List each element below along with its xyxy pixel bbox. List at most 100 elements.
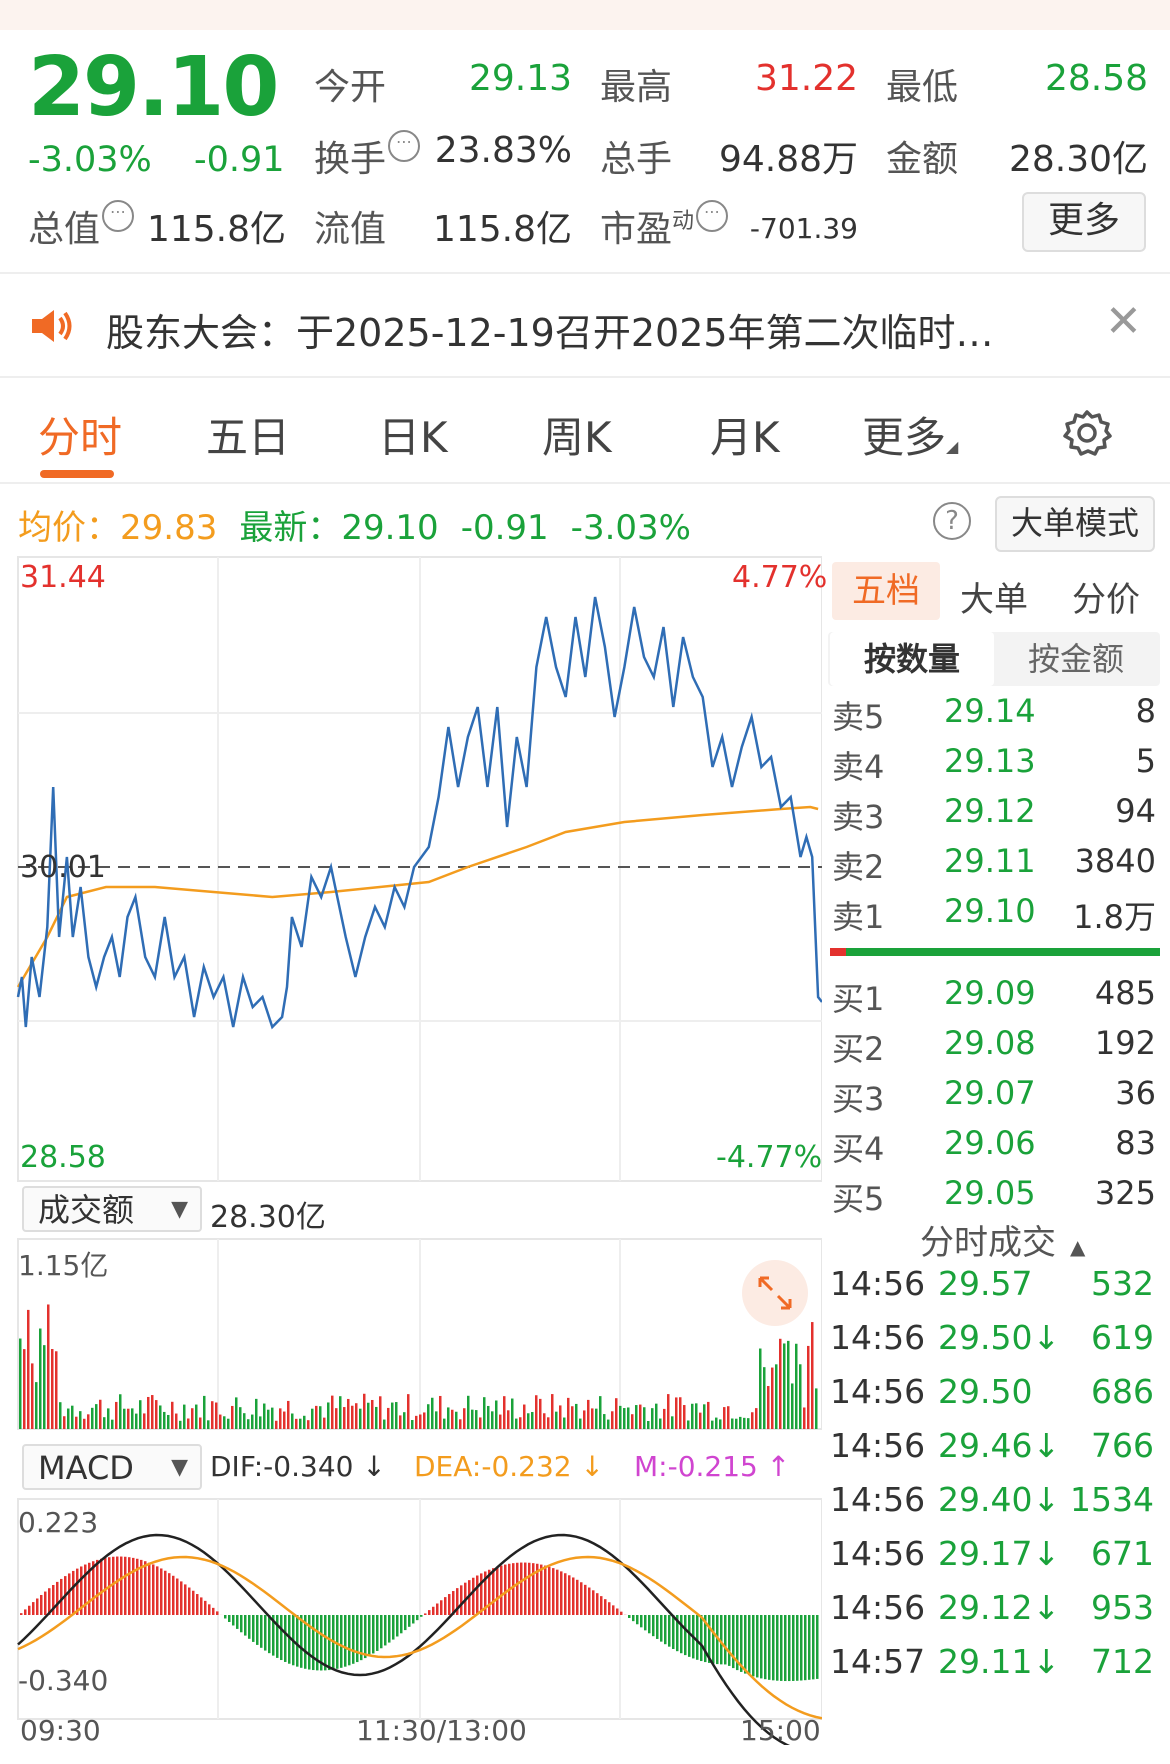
volume-bar xyxy=(239,1407,242,1429)
macd-indicator-select[interactable]: MACD ▼ xyxy=(22,1444,202,1490)
volume-indicator-select[interactable]: 成交额 ▼ xyxy=(22,1186,202,1232)
volume-bar xyxy=(219,1414,222,1429)
ticks-title[interactable]: 分时成交 ▲ xyxy=(920,1223,1086,1263)
volume-bar xyxy=(171,1401,174,1429)
tab-weekly-k[interactable]: 周K xyxy=(542,413,612,462)
macd-bar xyxy=(376,1615,379,1651)
tab-intraday[interactable]: 分时 xyxy=(38,413,123,462)
volume-bar xyxy=(283,1411,286,1429)
tick-row: 14:56 29.17↓ 671 xyxy=(830,1534,1154,1573)
macd-bar xyxy=(472,1577,475,1615)
macd-bar xyxy=(704,1615,707,1663)
tab-more[interactable]: 更多◢ xyxy=(862,413,959,462)
close-icon[interactable]: ✕ xyxy=(1105,296,1142,347)
volume-bar xyxy=(543,1413,546,1429)
bid-row: 买5 29.05 325 xyxy=(832,1174,1156,1218)
macd-bar xyxy=(608,1602,611,1615)
volume-bar xyxy=(327,1402,330,1429)
macd-bar xyxy=(368,1615,371,1656)
macd-bar xyxy=(72,1570,75,1615)
volume-bar xyxy=(511,1398,514,1429)
macd-bar xyxy=(192,1590,195,1615)
macd-bar xyxy=(544,1565,547,1615)
info-icon[interactable]: ⋯ xyxy=(696,200,729,232)
volume-bar xyxy=(159,1405,162,1429)
volume-bar xyxy=(507,1410,510,1429)
volume-bar xyxy=(195,1404,198,1429)
info-icon[interactable]: ⋯ xyxy=(102,200,135,232)
time-axis-mid: 11:30/13:00 xyxy=(356,1714,527,1747)
tab-five-levels[interactable]: 五档 xyxy=(832,562,940,620)
macd-bar xyxy=(720,1615,723,1665)
volume-bar xyxy=(319,1406,322,1429)
help-icon[interactable]: ? xyxy=(933,502,971,540)
macd-bar xyxy=(516,1562,519,1615)
float-cap-value: 115.8亿 xyxy=(432,209,572,250)
bid-row: 买4 29.06 83 xyxy=(832,1124,1156,1168)
volume-bar xyxy=(187,1418,190,1429)
amount-value: 28.30亿 xyxy=(1008,139,1148,180)
chart-grid xyxy=(17,556,822,1720)
info-icon[interactable]: ⋯ xyxy=(388,130,421,162)
gear-icon[interactable] xyxy=(1062,408,1112,458)
macd-bar xyxy=(736,1615,739,1671)
volume-bar xyxy=(707,1401,710,1429)
volume-bar xyxy=(491,1411,494,1429)
volume-bar xyxy=(599,1396,602,1429)
tab-by-amount[interactable]: 按金额 xyxy=(1027,640,1124,678)
macd-histogram xyxy=(20,1556,819,1682)
avg-price-line xyxy=(16,805,819,988)
volume-bar xyxy=(251,1414,254,1429)
macd-bar xyxy=(132,1557,135,1615)
tab-by-quantity[interactable]: 按数量 xyxy=(830,632,994,686)
tab-daily-k[interactable]: 日K xyxy=(378,413,448,462)
price-axis-max: 31.44 xyxy=(20,560,106,595)
volume-bar xyxy=(203,1395,206,1429)
tab-five-day[interactable]: 五日 xyxy=(206,413,291,462)
tab-monthly-k[interactable]: 月K xyxy=(710,413,780,462)
open-value: 29.13 xyxy=(468,58,572,99)
bid-ask-ratio-bar xyxy=(830,948,1160,956)
macd-bar xyxy=(44,1591,47,1615)
volume-bar xyxy=(731,1418,734,1429)
float-cap-label: 流值 xyxy=(314,209,387,250)
macd-lines xyxy=(17,1533,822,1745)
volume-bar xyxy=(467,1395,470,1429)
bid-row: 买2 29.08 192 xyxy=(832,1024,1156,1068)
volume-bar xyxy=(787,1340,790,1429)
volume-bar xyxy=(79,1411,82,1429)
more-quote-button[interactable]: 更多 xyxy=(1022,192,1146,252)
notice-bar[interactable]: 股东大会：于2025-12-19召开2025年第二次临时… ✕ xyxy=(0,276,1170,376)
macd-bar xyxy=(640,1615,643,1628)
volume-bar xyxy=(627,1407,630,1429)
macd-bar xyxy=(372,1615,375,1654)
macd-bar xyxy=(428,1610,431,1615)
last-price: 29.10 xyxy=(28,40,279,135)
macd-bar xyxy=(76,1568,79,1615)
intraday-chart[interactable] xyxy=(0,555,822,1745)
macd-bar xyxy=(644,1615,647,1631)
volume-bar xyxy=(275,1420,278,1429)
macd-bar xyxy=(592,1590,595,1615)
macd-bar xyxy=(744,1615,747,1674)
volume-bar xyxy=(63,1416,66,1429)
tab-big-orders[interactable]: 大单 xyxy=(960,580,1028,620)
macd-bar xyxy=(452,1591,455,1615)
volume-bar xyxy=(759,1348,762,1429)
tab-price-dist[interactable]: 分价 xyxy=(1072,580,1140,620)
volume-bar xyxy=(355,1403,358,1429)
macd-bar xyxy=(628,1615,631,1619)
expand-chart-button[interactable] xyxy=(742,1260,808,1326)
macd-bar xyxy=(528,1562,531,1615)
volume-bar xyxy=(151,1395,154,1429)
volume-bar xyxy=(175,1413,178,1429)
macd-bar xyxy=(476,1575,479,1615)
macd-bar xyxy=(40,1594,43,1615)
pct-axis-max: 4.77% xyxy=(732,560,828,595)
volume-bar xyxy=(479,1417,482,1429)
volume-bar xyxy=(767,1386,770,1429)
big-order-mode-button[interactable]: 大单模式 xyxy=(995,496,1155,552)
bid-row: 买1 29.09 485 xyxy=(832,974,1156,1018)
macd-bar xyxy=(656,1615,659,1639)
macd-bar xyxy=(440,1600,443,1615)
